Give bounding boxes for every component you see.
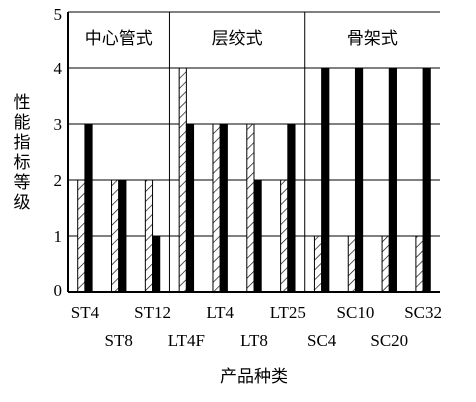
x-axis-title: 产品种类 bbox=[220, 367, 288, 387]
bar-ST12-solid bbox=[152, 235, 161, 293]
y-tick-label-1: 1 bbox=[54, 227, 63, 246]
bar-ST4-solid bbox=[84, 123, 93, 293]
x-tick-label-LT4F: LT4F bbox=[168, 331, 205, 350]
bar-ST8-hatched bbox=[111, 179, 120, 293]
x-tick-label-ST12: ST12 bbox=[134, 303, 171, 322]
bar-LT4-solid bbox=[219, 123, 228, 293]
bar-SC20-solid bbox=[388, 67, 397, 293]
bar-SC32-hatched bbox=[415, 235, 424, 293]
bar-LT8-hatched bbox=[246, 123, 255, 293]
bar-SC20-hatched bbox=[381, 235, 390, 293]
y-tick-label-0: 0 bbox=[54, 281, 63, 300]
x-tick-label-SC10: SC10 bbox=[337, 303, 375, 322]
x-tick-label-LT4: LT4 bbox=[206, 303, 234, 322]
x-tick-label-LT8: LT8 bbox=[240, 331, 268, 350]
bar-LT25-solid bbox=[287, 123, 296, 293]
bar-LT4-hatched bbox=[212, 123, 221, 293]
y-tick-label-5: 5 bbox=[54, 5, 63, 24]
x-tick-label-SC4: SC4 bbox=[307, 331, 337, 350]
bar-LT25-hatched bbox=[280, 179, 289, 293]
y-tick-label-4: 4 bbox=[54, 59, 63, 78]
group-label-1: 层绞式 bbox=[212, 29, 263, 49]
group-labels: 中心管式 层绞式 骨架式 bbox=[85, 29, 398, 49]
x-tick-label-LT25: LT25 bbox=[270, 303, 306, 322]
y-axis-title: 性能指标等级 bbox=[14, 93, 31, 213]
bar-LT4F-hatched bbox=[178, 67, 187, 293]
x-tick-label-SC20: SC20 bbox=[370, 331, 408, 350]
y-ticks: 0 1 2 3 4 5 bbox=[54, 5, 63, 300]
bar-LT4F-solid bbox=[185, 123, 195, 293]
y-tick-label-2: 2 bbox=[54, 171, 63, 190]
bar-SC4-solid bbox=[321, 67, 330, 293]
group-label-0: 中心管式 bbox=[85, 29, 153, 49]
x-tick-label-ST8: ST8 bbox=[105, 331, 133, 350]
bar-ST8-solid bbox=[118, 179, 127, 293]
group-dividers bbox=[168, 12, 306, 292]
y-tick-label-3: 3 bbox=[54, 115, 63, 134]
bar-SC4-hatched bbox=[313, 235, 323, 293]
bar-ST4-hatched bbox=[77, 179, 86, 293]
bars bbox=[77, 67, 431, 293]
group-label-2: 骨架式 bbox=[347, 29, 398, 49]
bar-LT8-solid bbox=[253, 179, 262, 293]
bar-SC32-solid bbox=[422, 67, 431, 293]
bar-SC10-hatched bbox=[347, 235, 356, 293]
x-tick-label-ST4: ST4 bbox=[71, 303, 100, 322]
bar-ST12-hatched bbox=[144, 179, 154, 293]
bar-SC10-solid bbox=[354, 67, 364, 293]
x-tick-label-SC32: SC32 bbox=[404, 303, 442, 322]
